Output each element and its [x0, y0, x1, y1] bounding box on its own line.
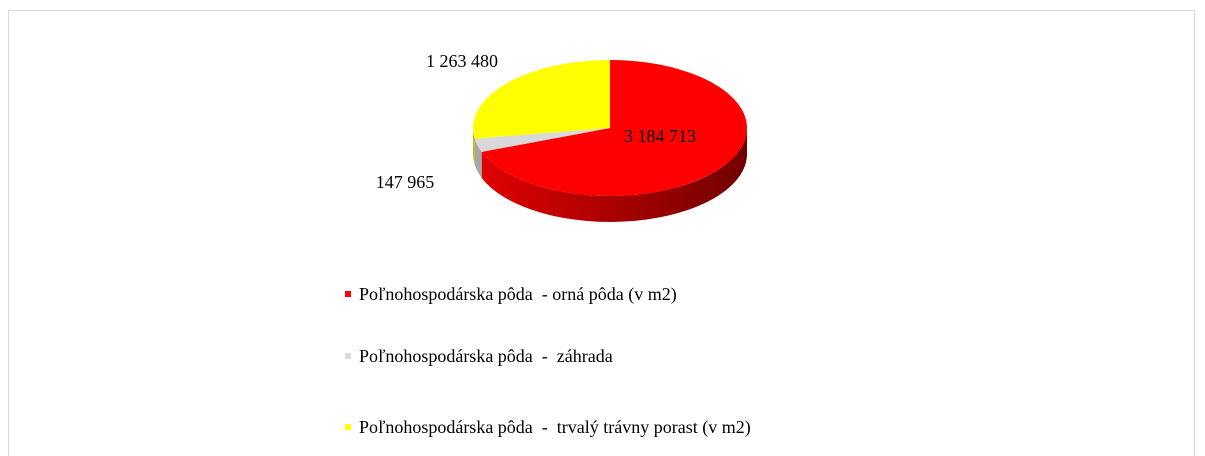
- legend-item: Poľnohospodárska pôda - trvalý trávny po…: [345, 415, 759, 439]
- legend-swatch: [345, 291, 351, 297]
- legend-swatch: [345, 353, 351, 359]
- slice-side: [481, 128, 747, 222]
- legend-swatch: [345, 424, 351, 430]
- slice: [481, 60, 747, 196]
- slice-side: [474, 138, 482, 178]
- slice: [474, 128, 610, 152]
- legend-label: Poľnohospodárska pôda - záhrada: [359, 346, 613, 366]
- legend-item: Poľnohospodárska pôda - orná pôda (v m2): [345, 282, 749, 306]
- slice: [473, 60, 610, 139]
- chart-frame: [8, 10, 1195, 456]
- data-label: 147 965: [376, 172, 435, 192]
- legend-item: Poľnohospodárska pôda - záhrada: [345, 344, 759, 368]
- data-label: 1 263 480: [426, 51, 498, 71]
- slice-side: [473, 128, 475, 165]
- data-label: 3 184 713: [624, 126, 696, 146]
- legend-label: Poľnohospodárska pôda - trvalý trávny po…: [359, 417, 751, 437]
- legend-label: Poľnohospodárska pôda - orná pôda (v m2): [359, 284, 677, 304]
